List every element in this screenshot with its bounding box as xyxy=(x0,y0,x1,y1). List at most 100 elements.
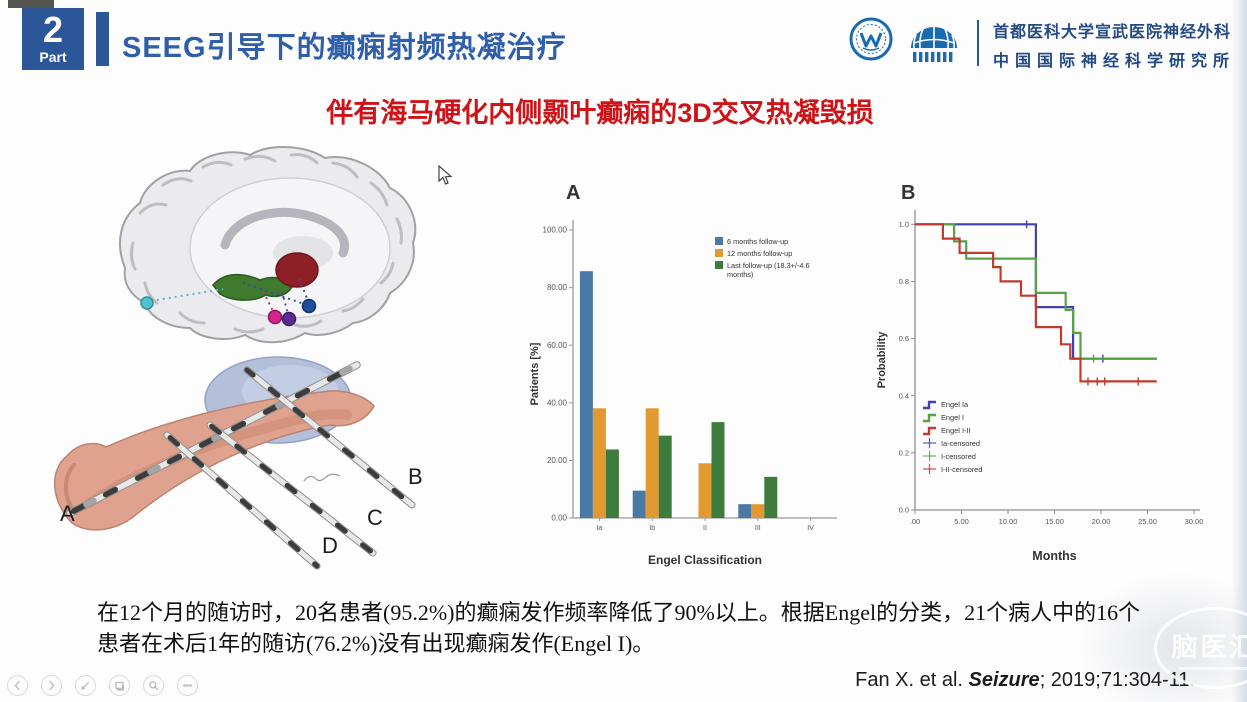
km-curve xyxy=(915,223,1157,383)
electrode-entry-blue xyxy=(301,298,317,314)
y-tick-label: 1.0 xyxy=(899,220,909,229)
x-tick-label: III xyxy=(755,525,761,532)
legend-label: Last follow-up (18.3+/-4.6 xyxy=(727,261,810,270)
y-tick-label: 0.8 xyxy=(899,277,909,286)
bar xyxy=(658,435,672,518)
y-tick-label: 0.4 xyxy=(899,391,909,400)
x-axis-title: Engel Classification xyxy=(648,553,762,567)
zoom-button[interactable] xyxy=(143,675,164,696)
pen-button[interactable] xyxy=(75,675,96,696)
legend-swatch xyxy=(715,261,723,269)
part-number: 2 xyxy=(42,9,64,50)
y-tick-label: 0.0 xyxy=(899,506,909,515)
mouse-cursor xyxy=(438,164,454,192)
brand-watermark: 脑医汇 xyxy=(1154,607,1247,689)
y-axis-title: Patients [%] xyxy=(529,342,541,405)
legend-step-glyph xyxy=(923,426,936,436)
electrode-B-shaft xyxy=(243,366,416,509)
y-tick-label: 0.2 xyxy=(899,448,909,457)
legend-swatch xyxy=(715,249,723,257)
x-tick-label: 5.00 xyxy=(954,517,969,526)
all-slides-button[interactable] xyxy=(109,675,130,696)
x-tick-label: 10.00 xyxy=(999,517,1018,526)
legend-step-glyph xyxy=(923,413,936,423)
electrode-entry-magenta xyxy=(267,309,283,325)
watermark-text: 脑医汇 xyxy=(1171,631,1247,662)
institute-dome-icon xyxy=(905,14,963,71)
electrode-A-shaft xyxy=(66,361,361,517)
bar xyxy=(711,422,725,518)
y-tick-label: 40.00 xyxy=(547,398,568,407)
bar xyxy=(592,408,606,518)
bar xyxy=(738,504,752,518)
legend-swatch xyxy=(715,237,723,245)
x-tick-label: 25.00 xyxy=(1138,517,1157,526)
x-axis-title: Months xyxy=(1032,549,1076,563)
amygdala-structure xyxy=(275,252,319,288)
citation-journal: Seizure xyxy=(968,669,1040,691)
previous-slide-button[interactable] xyxy=(7,675,28,696)
citation-authors: Fan X. et al. xyxy=(855,669,969,691)
citation: Fan X. et al. Seizure; 2019;71:304-11. xyxy=(855,669,1195,692)
more-options-button[interactable] xyxy=(177,675,198,696)
legend-label: 12 months follow-up xyxy=(727,249,792,258)
y-tick-label: 0.6 xyxy=(899,334,909,343)
legend-label: Ia-censored xyxy=(941,439,980,448)
electrode-label-B: B xyxy=(408,464,423,489)
affiliation-block: 首都医科大学宣武医院神经外科 中国国际神经科学研究所 xyxy=(993,18,1235,71)
part-badge: 2 Part xyxy=(22,8,84,70)
header-divider xyxy=(977,20,979,66)
electrode-label-A: A xyxy=(60,501,75,526)
legend-label: Engel I-II xyxy=(941,426,971,435)
bar xyxy=(579,271,593,518)
electrode-entry-cyan xyxy=(140,296,154,310)
electrode-entry-purple xyxy=(281,311,297,327)
part-word: Part xyxy=(39,49,67,65)
slide-title: SEEG引导下的癫痫射频热凝治疗 xyxy=(122,32,567,64)
title-accent-bar xyxy=(96,12,109,66)
electrode-label-C: C xyxy=(367,505,383,530)
legend-step-glyph xyxy=(923,400,936,410)
brain-3d-illustration xyxy=(119,146,417,344)
x-tick-label: 30.00 xyxy=(1185,517,1204,526)
x-tick-label: Ia xyxy=(596,525,602,532)
bar-chart-panel-label: A xyxy=(566,182,581,204)
hospital-seal-icon xyxy=(849,15,893,68)
artist-signature xyxy=(303,473,341,482)
presenter-toolbar xyxy=(7,675,198,696)
x-tick-label: 15.00 xyxy=(1045,517,1064,526)
y-tick-label: 0.00 xyxy=(551,514,567,523)
bar xyxy=(645,408,659,518)
legend-label: I-II-censored xyxy=(941,465,983,474)
x-tick-label: II xyxy=(703,525,707,532)
legend-label: months) xyxy=(727,270,753,279)
km-curve xyxy=(915,223,1157,360)
affiliation-line2: 中国国际神经科学研究所 xyxy=(993,53,1236,70)
slide-subtitle: 伴有海马硬化内侧颞叶癫痫的3D交叉热凝毁损 xyxy=(326,98,874,128)
citation-rest: ; 2019;71:304-11. xyxy=(1039,669,1195,691)
electrode-D-shaft xyxy=(163,431,321,570)
next-slide-button[interactable] xyxy=(41,675,62,696)
km-chart-svg: 0.0 0.2 0.4 0.6 0.8 1.0 .00 5.00 10.00 15.00 20.00… xyxy=(876,210,1204,563)
km-chart-panel-label: B xyxy=(901,182,916,204)
legend-label: Engel Ia xyxy=(941,400,969,409)
hippocampus-electrodes-illustration: A B C D xyxy=(54,356,423,570)
bar xyxy=(698,463,712,518)
bar xyxy=(764,476,778,518)
bar xyxy=(751,504,765,518)
y-tick-label: 100.00 xyxy=(543,226,568,235)
bar xyxy=(632,490,646,518)
electrode-C-shaft xyxy=(206,421,377,557)
bar xyxy=(605,449,619,518)
x-tick-label: Ib xyxy=(649,525,655,532)
x-tick-label: IV xyxy=(807,525,814,532)
hippocampus-shape xyxy=(54,390,375,531)
window-fragment xyxy=(8,0,54,8)
y-tick-label: 60.00 xyxy=(547,341,568,350)
watermark-subtext-line xyxy=(1179,666,1247,670)
electrode-label-D: D xyxy=(322,533,338,558)
findings-text: 在12个月的随访时，20名患者(95.2%)的癫痫发作频率降低了90%以上。根据… xyxy=(97,600,1141,656)
x-tick-label: .00 xyxy=(910,517,920,526)
y-tick-label: 20.00 xyxy=(547,456,568,465)
